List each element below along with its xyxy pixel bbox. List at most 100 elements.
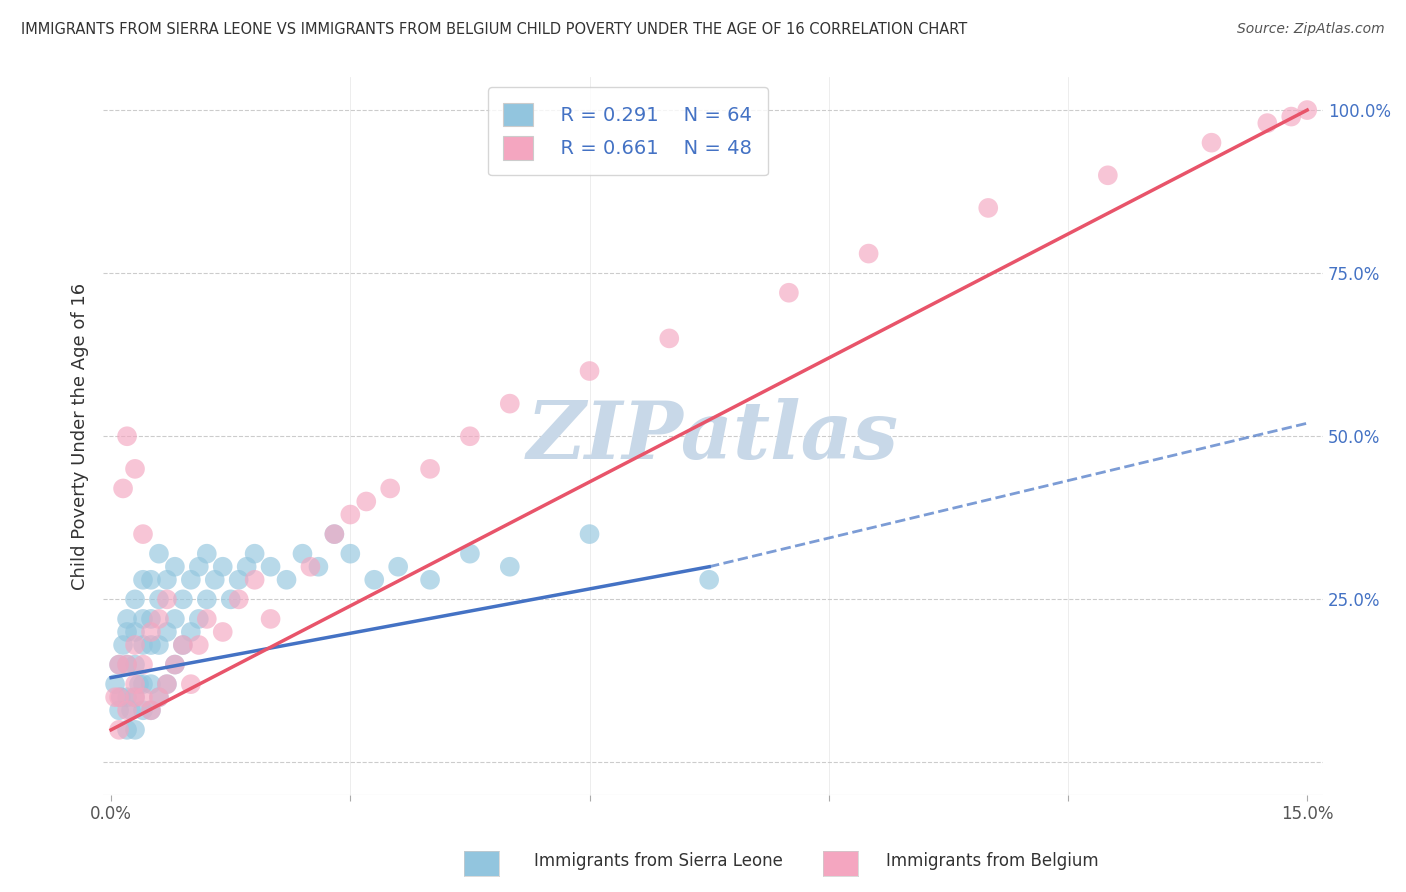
Point — [156, 677, 179, 691]
Point — [132, 703, 155, 717]
Point — [124, 638, 146, 652]
Point — [115, 657, 138, 672]
Point — [115, 703, 138, 717]
Point — [115, 624, 138, 639]
Point — [104, 677, 127, 691]
Point — [115, 429, 138, 443]
Point — [195, 612, 218, 626]
Point — [228, 573, 250, 587]
Point — [187, 638, 209, 652]
Point — [499, 397, 522, 411]
Point — [124, 677, 146, 691]
Point — [180, 624, 202, 639]
Point — [139, 612, 162, 626]
Point — [108, 703, 131, 717]
Y-axis label: Child Poverty Under the Age of 16: Child Poverty Under the Age of 16 — [72, 283, 89, 590]
Point — [104, 690, 127, 705]
Point — [419, 573, 441, 587]
Point — [1097, 169, 1119, 183]
Point — [124, 624, 146, 639]
Point — [128, 677, 150, 691]
Point — [419, 462, 441, 476]
Point — [195, 592, 218, 607]
Point — [259, 612, 281, 626]
Point — [124, 657, 146, 672]
Text: Immigrants from Sierra Leone: Immigrants from Sierra Leone — [534, 852, 783, 870]
Point — [163, 657, 186, 672]
Point — [139, 638, 162, 652]
Point — [108, 690, 131, 705]
Point — [163, 612, 186, 626]
Point — [172, 638, 194, 652]
Point — [108, 657, 131, 672]
Point — [124, 592, 146, 607]
Point — [219, 592, 242, 607]
Point — [180, 677, 202, 691]
Point — [658, 331, 681, 345]
Point — [211, 624, 233, 639]
Point — [243, 547, 266, 561]
Point — [291, 547, 314, 561]
Point — [339, 508, 361, 522]
Point — [132, 638, 155, 652]
Point — [132, 527, 155, 541]
Text: ZIPatlas: ZIPatlas — [527, 398, 900, 475]
Point — [458, 429, 481, 443]
Point — [259, 559, 281, 574]
Point — [139, 677, 162, 691]
Point — [172, 638, 194, 652]
Point — [148, 690, 170, 705]
Point — [1279, 110, 1302, 124]
Point — [108, 723, 131, 737]
Point — [163, 657, 186, 672]
Point — [243, 573, 266, 587]
Point — [697, 573, 720, 587]
Point — [235, 559, 257, 574]
Point — [148, 690, 170, 705]
Point — [299, 559, 322, 574]
Point — [148, 612, 170, 626]
Point — [112, 638, 135, 652]
Point — [132, 690, 155, 705]
Point — [156, 573, 179, 587]
Point — [115, 723, 138, 737]
Text: Source: ZipAtlas.com: Source: ZipAtlas.com — [1237, 22, 1385, 37]
Point — [132, 573, 155, 587]
Point — [204, 573, 226, 587]
Point — [187, 559, 209, 574]
Point — [139, 573, 162, 587]
Point — [499, 559, 522, 574]
Point — [124, 690, 146, 705]
Point — [339, 547, 361, 561]
Point — [356, 494, 378, 508]
Point — [578, 527, 600, 541]
Point — [124, 723, 146, 737]
Point — [156, 624, 179, 639]
Point — [977, 201, 1000, 215]
Point — [115, 690, 138, 705]
Point — [1256, 116, 1278, 130]
Point — [139, 703, 162, 717]
Point — [120, 703, 142, 717]
Point — [148, 592, 170, 607]
Point — [148, 638, 170, 652]
Point — [323, 527, 346, 541]
Point — [387, 559, 409, 574]
Point — [124, 462, 146, 476]
Point — [363, 573, 385, 587]
Point — [578, 364, 600, 378]
Point — [180, 573, 202, 587]
Point — [112, 482, 135, 496]
Point — [276, 573, 298, 587]
Point — [139, 624, 162, 639]
Legend:   R = 0.291    N = 64,   R = 0.661    N = 48: R = 0.291 N = 64, R = 0.661 N = 48 — [488, 87, 768, 176]
Point — [172, 592, 194, 607]
Point — [195, 547, 218, 561]
Point — [110, 690, 132, 705]
Text: IMMIGRANTS FROM SIERRA LEONE VS IMMIGRANTS FROM BELGIUM CHILD POVERTY UNDER THE : IMMIGRANTS FROM SIERRA LEONE VS IMMIGRAN… — [21, 22, 967, 37]
Point — [148, 547, 170, 561]
Point — [1296, 103, 1319, 117]
Point — [124, 690, 146, 705]
Point — [778, 285, 800, 300]
Point — [132, 677, 155, 691]
